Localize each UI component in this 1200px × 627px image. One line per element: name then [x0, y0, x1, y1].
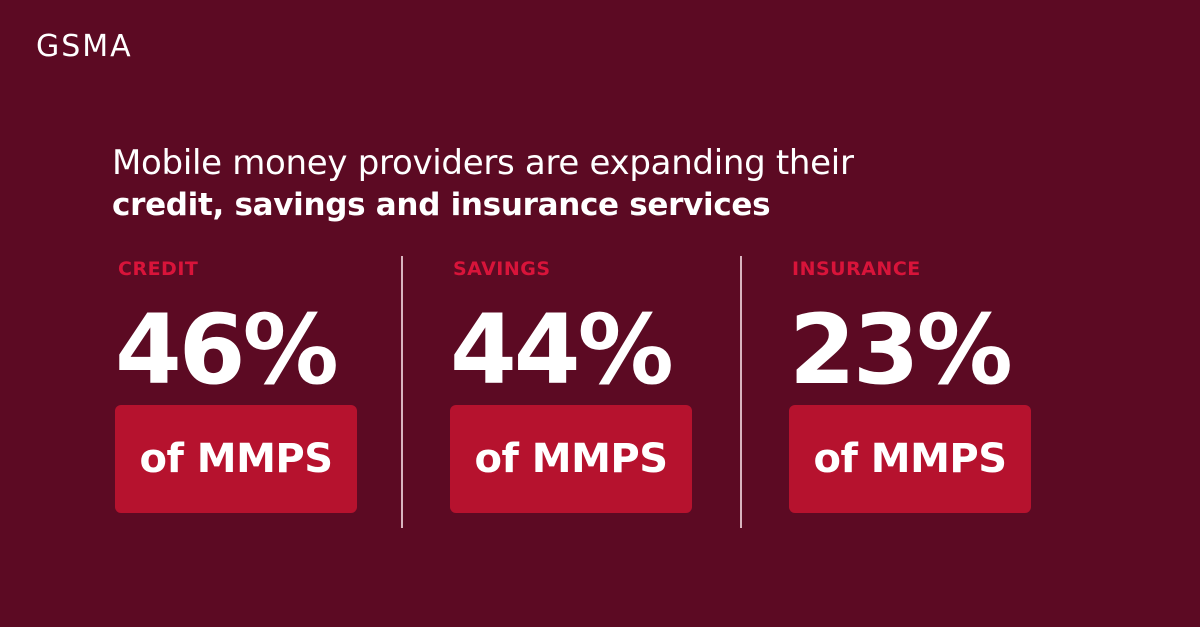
stat-value: 23% — [789, 294, 1013, 406]
stat-savings: SAVINGS 44% of MMPS — [450, 258, 710, 513]
divider — [401, 256, 403, 528]
stat-badge: of MMPS — [450, 405, 692, 513]
stat-badge-text: of MMPS — [813, 436, 1007, 482]
gsma-logo: GSMA — [36, 29, 133, 64]
stat-label: CREDIT — [118, 258, 199, 280]
stat-badge-text: of MMPS — [474, 436, 668, 482]
stat-badge: of MMPS — [789, 405, 1031, 513]
stat-value: 44% — [450, 294, 674, 406]
headline-line-2: credit, savings and insurance services — [112, 187, 771, 223]
stat-insurance: INSURANCE 23% of MMPS — [789, 258, 1049, 513]
divider — [740, 256, 742, 528]
stat-label: INSURANCE — [792, 258, 921, 280]
headline: Mobile money providers are expanding the… — [112, 142, 1012, 226]
stat-value: 46% — [115, 294, 339, 406]
stat-label: SAVINGS — [453, 258, 551, 280]
stat-credit: CREDIT 46% of MMPS — [115, 258, 375, 513]
headline-line-1: Mobile money providers are expanding the… — [112, 143, 854, 183]
stat-badge-text: of MMPS — [139, 436, 333, 482]
stat-badge: of MMPS — [115, 405, 357, 513]
